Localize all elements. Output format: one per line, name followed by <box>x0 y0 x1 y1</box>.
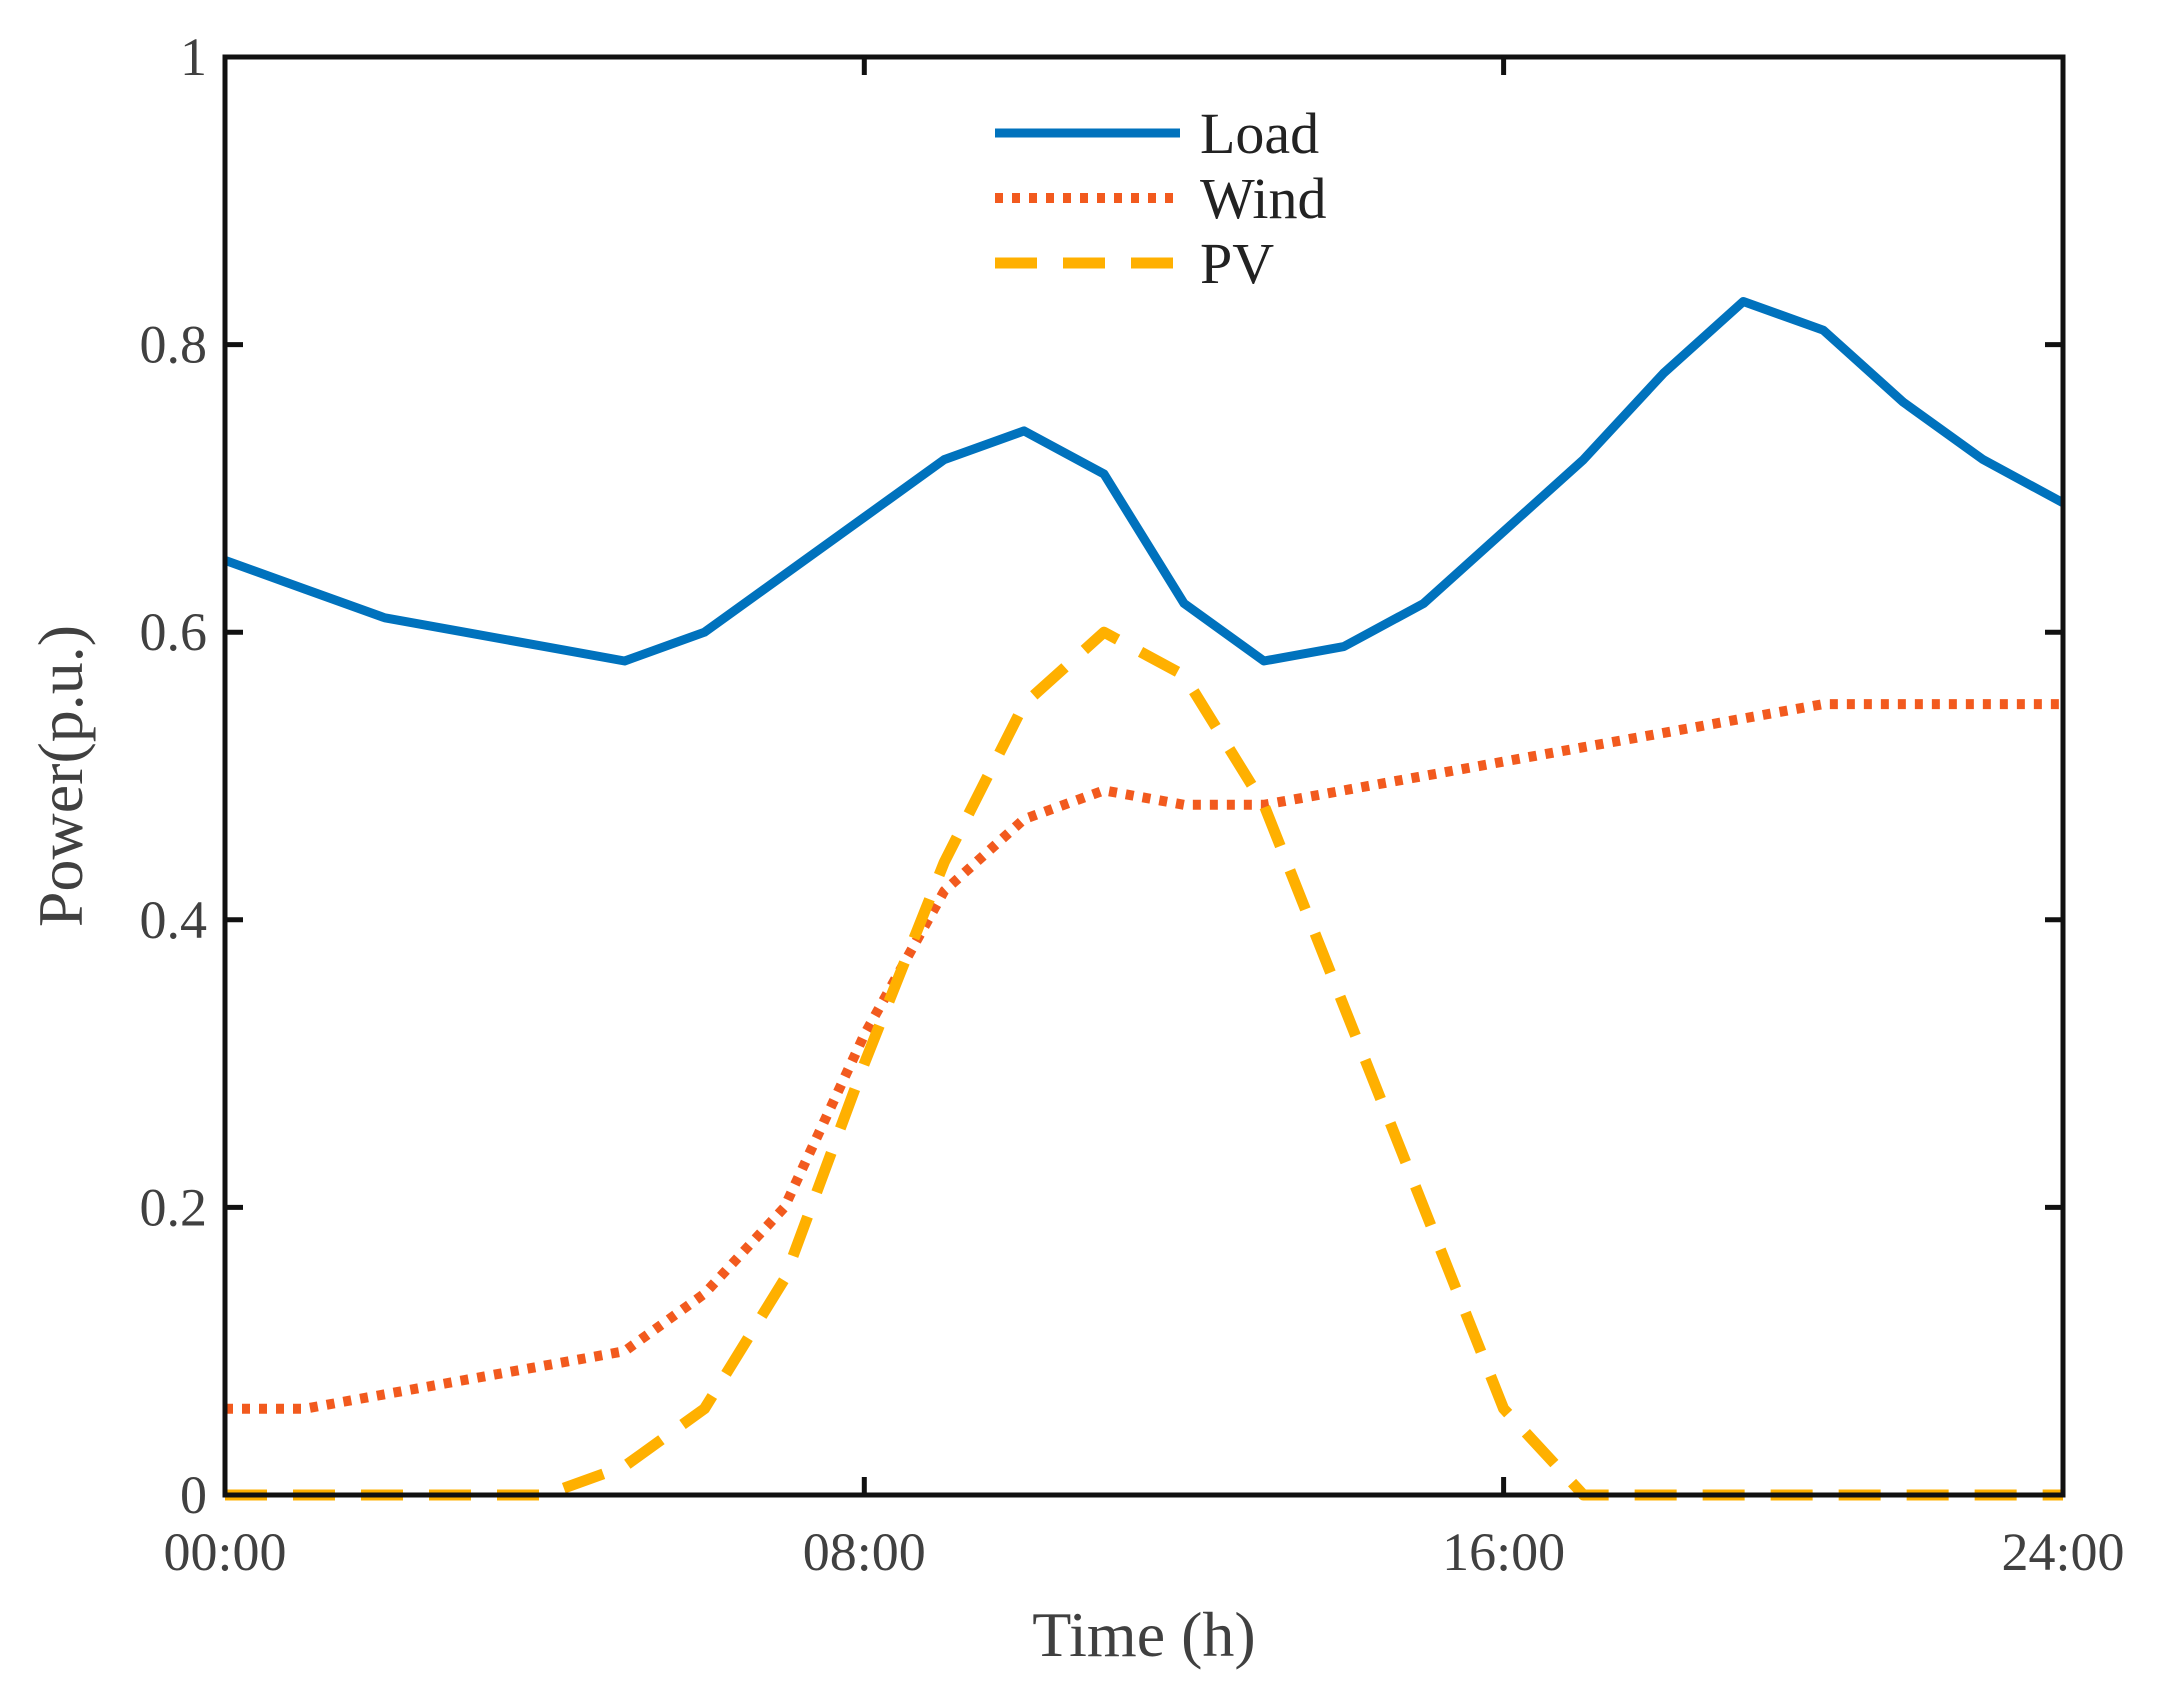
x-tick-label: 16:00 <box>1442 1522 1565 1582</box>
legend-label-pv: PV <box>1200 231 1274 296</box>
x-axis-label: Time (h) <box>1032 1599 1255 1670</box>
x-tick-label: 08:00 <box>803 1522 926 1582</box>
series-line-pv <box>225 626 2063 1501</box>
series-line-wind <box>225 699 2063 1414</box>
y-axis-label: Power(p.u.) <box>25 625 96 927</box>
y-tick-label: 0.4 <box>140 890 208 950</box>
legend-label-wind: Wind <box>1200 166 1327 231</box>
legend-label-load: Load <box>1200 101 1319 166</box>
series-line-load <box>223 297 2066 666</box>
axes-frame <box>222 54 2066 1498</box>
series-layer <box>223 297 2066 1501</box>
ticks-layer: 00:00 08:00 16:00 24:00 0 0.2 0.4 0.6 0.8 1 <box>140 27 2125 1582</box>
y-tick-label: 0.8 <box>140 315 208 375</box>
y-tick-label: 0.6 <box>140 602 208 662</box>
x-tick-label: 24:00 <box>2001 1522 2124 1582</box>
y-tick-label: 1 <box>180 27 207 87</box>
x-tick-label: 00:00 <box>163 1522 286 1582</box>
y-tick-label: 0.2 <box>140 1177 208 1237</box>
y-tick-label: 0 <box>180 1465 207 1525</box>
